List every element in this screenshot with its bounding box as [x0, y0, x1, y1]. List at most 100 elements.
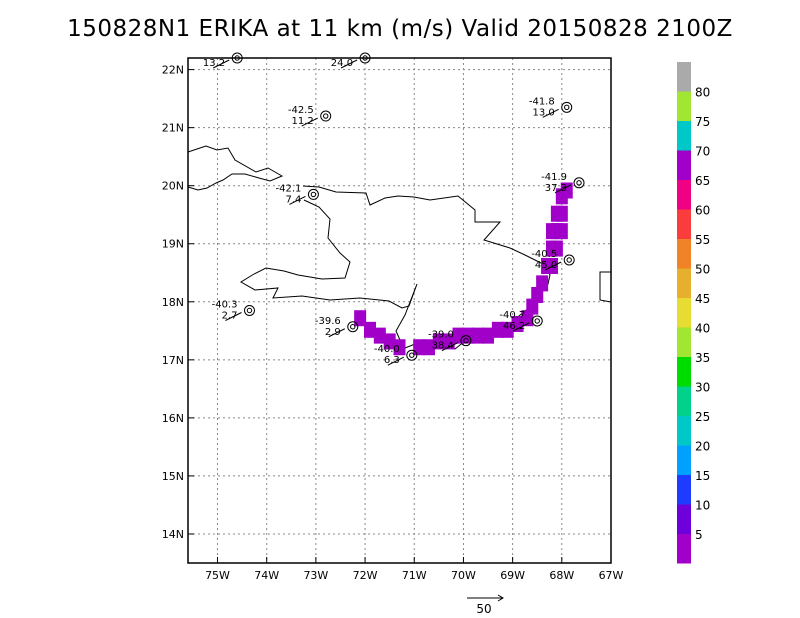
colorbar-swatch — [677, 239, 691, 269]
station-speed: 46.2 — [503, 321, 525, 332]
wind-barb-staff — [340, 59, 358, 69]
colorbar-label: 15 — [695, 469, 710, 483]
colorbar-label: 55 — [695, 233, 710, 247]
wind-barb-staff — [554, 184, 572, 194]
x-tick-label: 71W — [402, 569, 427, 582]
station-plot: -42.17.4 — [276, 183, 319, 205]
colorbar-swatch — [677, 504, 691, 534]
station-speed: 38.4 — [432, 341, 454, 352]
x-tick-label: 68W — [549, 569, 574, 582]
station-temperature: -40.0 — [374, 344, 400, 355]
wind-barb-staff — [301, 117, 318, 127]
colorbar-swatch — [677, 150, 691, 180]
station-marker-inner — [564, 104, 570, 111]
colorbar-label: 75 — [695, 115, 710, 129]
swath-cell — [555, 205, 568, 222]
colorbar-label: 50 — [695, 263, 710, 277]
y-tick-label: 18N — [162, 296, 184, 309]
station-temperature: -41.9 — [541, 172, 567, 183]
colorbar-swatch — [677, 62, 691, 92]
swath-cell — [491, 321, 504, 338]
colorbar-label: 10 — [695, 499, 710, 513]
wind-barb-staff — [544, 261, 562, 271]
station-marker-outer — [406, 349, 418, 361]
colorbar-label: 20 — [695, 440, 710, 454]
station-marker-outer — [563, 254, 575, 266]
wind-barb-staff — [225, 312, 242, 321]
wind-barb-staff — [512, 322, 530, 332]
swath-cell — [482, 327, 495, 344]
colorbar-label: 35 — [695, 351, 710, 365]
station-plot: -39.038.4 — [428, 330, 472, 352]
swath-cell — [383, 333, 396, 350]
station-marker-outer — [573, 177, 585, 189]
swath-cell — [521, 310, 534, 327]
station-marker-inner — [409, 352, 415, 358]
station-marker-inner — [576, 180, 582, 186]
colorbar-swatch — [677, 475, 691, 505]
wind-barb-staff — [441, 342, 459, 352]
colorbar-swatch — [677, 180, 691, 210]
station-speed: 2.7 — [222, 311, 238, 322]
station-speed: 7.4 — [286, 194, 302, 205]
colorbar-label: 70 — [695, 145, 710, 159]
reference-vector-head — [497, 594, 504, 602]
colorbar-swatch — [677, 534, 691, 564]
x-axis-ticks: 75W 74W 73W 72W 71W 70W 69W 68W 67W — [205, 557, 624, 582]
swath-cell — [511, 316, 524, 333]
x-tick-label: 69W — [500, 569, 525, 582]
y-tick-label: 17N — [162, 354, 184, 367]
station-plot: -40.32.7 — [212, 300, 255, 322]
station-marker-outer — [307, 188, 319, 200]
colorbar-swatch — [677, 386, 691, 416]
chart-title: 150828N1 ERIKA at 11 km (m/s) Valid 2015… — [67, 16, 733, 42]
station-marker-inner — [246, 307, 253, 314]
station-temperature: -39.6 — [315, 316, 341, 327]
station-temperature: -42.5 — [288, 105, 314, 116]
y-axis-ticks: 14N 15N 16N 17N 18N 19N 20N 21N 22N — [162, 64, 194, 541]
x-tick-label: 75W — [205, 569, 230, 582]
swath-cell — [472, 327, 485, 344]
coastline-hispaniola — [302, 185, 551, 321]
station-marker-inner — [463, 337, 469, 344]
station-plot: -40.746.2 — [499, 310, 543, 332]
station-speed: 6.3 — [384, 355, 400, 366]
wind-barb-staff — [289, 195, 306, 205]
colorbar-swatch — [677, 445, 691, 475]
swath-cell — [432, 333, 445, 350]
swath-cell — [501, 321, 514, 338]
colorbar-swatch — [677, 209, 691, 239]
swath-cell — [560, 182, 573, 199]
colorbar-swatch — [677, 416, 691, 446]
swath-cell — [550, 240, 563, 257]
wind-barb-staff — [212, 59, 230, 69]
colorbar-label: 80 — [695, 86, 710, 100]
colorbar: 5 10 15 20 25 30 35 40 45 50 55 60 65 70 75 80 — [677, 62, 710, 564]
colorbar-label: 30 — [695, 381, 710, 395]
station-temperature: -40.5 — [531, 249, 557, 260]
x-tick-label: 72W — [353, 569, 378, 582]
station-plot: -40.545.0 — [531, 249, 575, 271]
station-marker-inner — [566, 257, 572, 263]
colorbar-label: 40 — [695, 322, 710, 336]
station-plot: -40.06.3 — [374, 344, 418, 366]
wind-swath — [354, 182, 573, 356]
colorbar-label: 60 — [695, 204, 710, 218]
x-tick-label: 70W — [451, 569, 476, 582]
colorbar-label: 5 — [695, 528, 703, 542]
x-tick-label: 73W — [303, 569, 328, 582]
swath-cell — [423, 339, 436, 356]
station-marker-inner — [323, 113, 329, 119]
station-plot: -41.813.0 — [529, 96, 573, 118]
station-marker-outer — [243, 305, 255, 316]
coastline-cuba — [187, 145, 284, 191]
station-speed: 24.0 — [331, 58, 353, 69]
swath-cell — [462, 327, 475, 344]
colorbar-swatch — [677, 298, 691, 328]
colorbar-label: 45 — [695, 292, 710, 306]
colorbar-label: 25 — [695, 410, 710, 424]
station-marker-inner — [310, 191, 317, 198]
y-tick-label: 22N — [162, 64, 184, 77]
y-tick-label: 15N — [162, 470, 184, 483]
station-temperature: -39.0 — [428, 330, 454, 341]
